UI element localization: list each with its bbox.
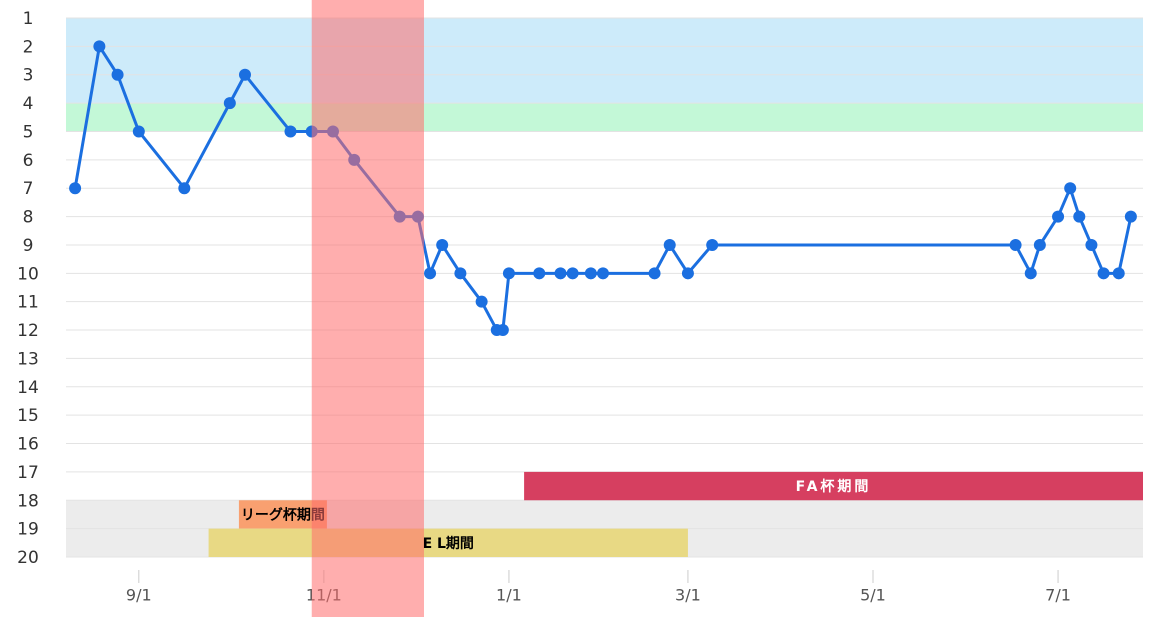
rank-point <box>284 125 297 138</box>
y-tick-label: 5 <box>23 122 34 142</box>
rank-point <box>111 68 124 81</box>
rank-point <box>1033 238 1046 251</box>
y-tick-label: 4 <box>23 94 34 114</box>
rank-point <box>1085 238 1098 251</box>
rank-point <box>178 182 191 195</box>
rank-point <box>475 295 488 308</box>
rank-point <box>238 68 251 81</box>
rank-point <box>436 238 449 251</box>
x-tick-label: 1/1 <box>496 586 522 605</box>
rank-point <box>454 267 467 280</box>
rank-point <box>1073 210 1086 223</box>
y-tick-label: 18 <box>17 491 39 511</box>
period-label: リーグ杯期間 <box>241 506 325 523</box>
rank-point <box>1052 210 1065 223</box>
period-bar <box>524 471 1143 501</box>
y-tick-label: 6 <box>23 151 34 171</box>
period-bar <box>208 528 688 557</box>
y-tick-label: 19 <box>17 520 39 540</box>
rank-point <box>1112 267 1125 280</box>
rank-point <box>554 267 567 280</box>
period-label: E L期間 <box>423 536 474 552</box>
rank-band <box>66 103 1143 132</box>
rank-point <box>496 324 509 337</box>
rank-point <box>584 267 597 280</box>
x-tick-label: 3/1 <box>675 586 701 605</box>
y-tick-label: 16 <box>17 435 39 455</box>
rank-band <box>66 18 1143 104</box>
y-tick-label: 15 <box>17 406 39 426</box>
y-tick-label: 9 <box>23 236 34 256</box>
rank-point <box>1009 238 1022 251</box>
rank-point <box>1124 210 1137 223</box>
period-label: FA杯期間 <box>796 478 872 495</box>
y-tick-label: 12 <box>17 321 39 341</box>
highlight-period <box>311 0 424 617</box>
rank-point <box>596 267 609 280</box>
x-tick-label: 5/1 <box>860 586 886 605</box>
rank-point <box>69 182 82 195</box>
rank-point <box>566 267 579 280</box>
y-tick-label: 3 <box>23 66 34 86</box>
y-tick-label: 17 <box>17 463 39 483</box>
rank-point <box>132 125 145 138</box>
rank-point <box>502 267 515 280</box>
rank-point <box>1064 182 1077 195</box>
y-tick-label: 10 <box>17 264 39 284</box>
rank-point <box>533 267 546 280</box>
rank-point <box>1024 267 1037 280</box>
y-tick-label: 11 <box>17 293 39 313</box>
y-tick-label: 8 <box>23 208 34 228</box>
rank-point <box>424 267 437 280</box>
y-tick-label: 13 <box>17 349 39 369</box>
y-tick-label: 14 <box>17 378 39 398</box>
y-tick-label: 2 <box>23 37 34 57</box>
x-tick-label: 9/1 <box>126 586 152 605</box>
rank-point <box>93 40 106 53</box>
rank-point <box>223 97 236 110</box>
rank-point <box>1097 267 1110 280</box>
rank-point <box>663 238 676 251</box>
y-tick-label: 7 <box>23 179 34 199</box>
y-tick-label: 20 <box>17 548 39 568</box>
x-tick-label: 7/1 <box>1045 586 1071 605</box>
rank-point <box>648 267 661 280</box>
rank-point <box>681 267 694 280</box>
rank-point <box>706 238 719 251</box>
y-tick-label: 1 <box>23 9 34 29</box>
